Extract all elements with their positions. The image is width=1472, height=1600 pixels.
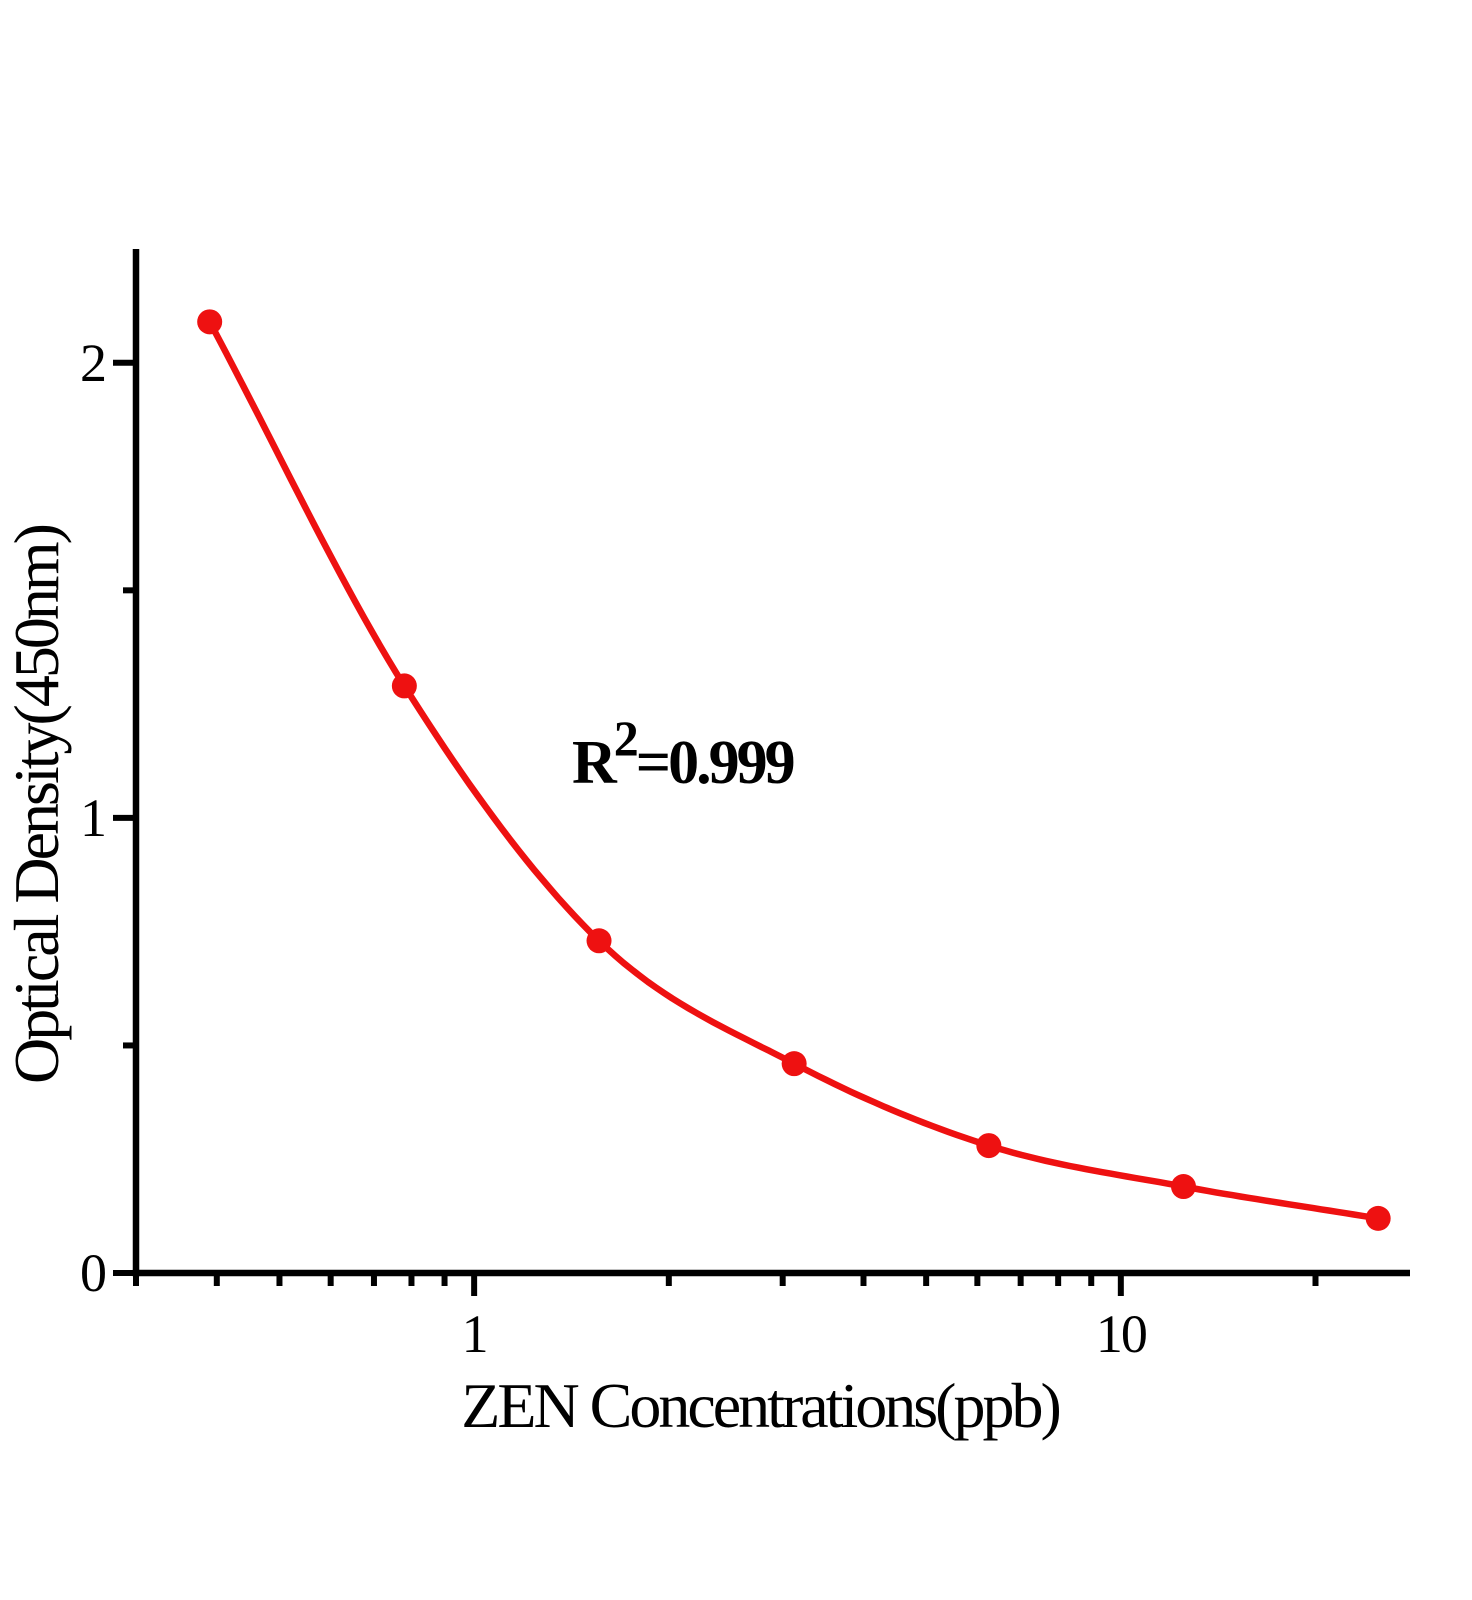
r-squared-value: =0.999 bbox=[636, 729, 794, 797]
y-tick-label: 0 bbox=[80, 1243, 105, 1303]
y-tick-label: 1 bbox=[80, 788, 105, 848]
axes bbox=[113, 249, 1410, 1296]
data-point bbox=[976, 1133, 1002, 1159]
data-point bbox=[197, 309, 223, 335]
series bbox=[197, 309, 1391, 1231]
x-tick-label: 10 bbox=[1096, 1304, 1146, 1364]
y-axis-title: Optical Density(450nm) bbox=[1, 525, 72, 1084]
data-point bbox=[391, 673, 417, 699]
data-point bbox=[1170, 1174, 1196, 1200]
data-point bbox=[586, 928, 612, 954]
data-point bbox=[1365, 1205, 1391, 1231]
fit-curve bbox=[206, 318, 1382, 1222]
r-squared-exponent: 2 bbox=[614, 710, 637, 766]
tick-labels: 1 10 0 1 2 bbox=[80, 333, 1148, 1364]
r-squared-annotation: R2=0.999 bbox=[572, 710, 794, 797]
x-axis-title: ZEN Concentrations(ppb) bbox=[461, 1370, 1059, 1441]
y-tick-label: 2 bbox=[80, 333, 105, 393]
data-point bbox=[781, 1051, 807, 1077]
x-tick-label: 1 bbox=[462, 1304, 487, 1364]
r-squared-base: R bbox=[572, 729, 618, 797]
